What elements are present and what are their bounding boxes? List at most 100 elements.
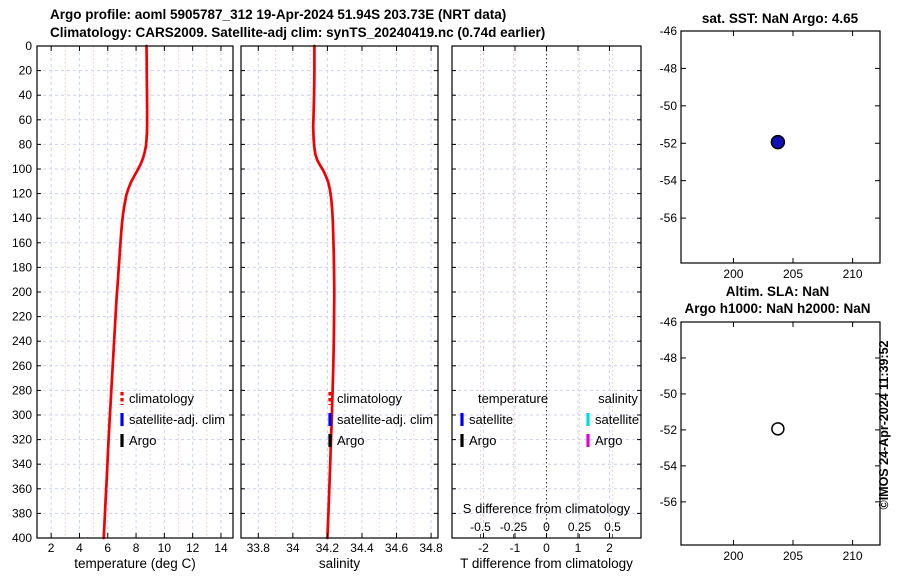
legend-item-label: climatology (337, 391, 403, 406)
legend-item-label: satellite-adj. clim (129, 412, 225, 427)
x-tick-label: 33.8 (247, 541, 271, 555)
depth-tick-label: 60 (19, 113, 33, 127)
axes (36, 45, 234, 539)
lat-tick-label: -48 (660, 61, 678, 75)
legend-group-header: salinity (598, 391, 638, 406)
depth-tick-label: 360 (12, 482, 32, 496)
depth-tick-label: 200 (12, 285, 32, 299)
title-line-2: Climatology: CARS2009. Satellite-adj cli… (50, 25, 546, 40)
x-tick-label: 8 (133, 541, 140, 555)
lat-tick-label: -50 (660, 387, 678, 401)
lat-tick-label: -54 (660, 174, 678, 188)
depth-tick-label: 180 (12, 260, 32, 274)
depth-tick-label: 280 (12, 383, 32, 397)
legend: temperature satellite Argo salinity satellit… (460, 391, 639, 448)
x-tick-label: -1 (510, 541, 521, 555)
depth-tick-label: 100 (12, 162, 32, 176)
depth-tick-label: 0 (25, 39, 32, 53)
x-tick-label: 6 (104, 541, 111, 555)
x-tick-label: 1 (575, 541, 582, 555)
legend-item-label: satellite (469, 412, 513, 427)
depth-tick-label: 320 (12, 433, 32, 447)
x-tick-label: 200 (723, 267, 743, 281)
legend-item-label: satellite (595, 412, 639, 427)
legend-item-label: Argo (337, 433, 364, 448)
x-tick-label: 34.6 (385, 541, 409, 555)
lat-tick-label: -56 (660, 211, 678, 225)
series (311, 44, 336, 540)
depth-tick-label: 400 (12, 531, 32, 545)
legend-group-header: temperature (478, 391, 548, 406)
depth-tick-label: 260 (12, 359, 32, 373)
x-tick-label: 4 (76, 541, 83, 555)
depth-tick-label: 160 (12, 236, 32, 250)
sst-map-title: sat. SST: NaN Argo: 4.65 (701, 11, 859, 26)
legend-item-label: Argo (129, 433, 156, 448)
x-tick-label: 0 (543, 541, 550, 555)
lat-tick-label: -56 (660, 495, 678, 509)
depth-tick-label: 40 (19, 88, 33, 102)
depth-tick-label: 80 (19, 137, 33, 151)
x-tick-label: 210 (843, 549, 863, 563)
x-tick-label: 12 (186, 541, 200, 555)
series (102, 44, 149, 540)
tdiff-axis-label: T difference from climatology (460, 556, 633, 571)
lat-tick-label: -50 (660, 99, 678, 113)
grid (241, 46, 438, 538)
map-sla: 200 205 210 -46 -48 -50 -52 -54 -56 (660, 315, 881, 563)
sdiff-tick-label: -0.25 (500, 520, 528, 534)
x-tick-label: 210 (843, 267, 863, 281)
x-tick-label: 34.4 (350, 541, 374, 555)
x-tick-label: -2 (478, 541, 489, 555)
imos-watermark-text: ©IMOS 24-Apr-2024 11:39:52 (877, 340, 891, 509)
temperature-axis-label: temperature (deg C) (74, 556, 196, 571)
legend-item-label: satellite-adj. clim (337, 412, 433, 427)
x-tick-label: 34 (286, 541, 300, 555)
depth-tick-label: 300 (12, 408, 32, 422)
legend-item-label: Argo (469, 433, 496, 448)
tick-labels: 2 4 6 8 10 12 14020406080100120140160180200220… (12, 39, 228, 555)
axes (451, 45, 642, 539)
depth-tick-label: 340 (12, 457, 32, 471)
title-line-1: Argo profile: aoml 5905787_312 19-Apr-20… (50, 7, 507, 22)
legend: climatology satellite-adj. clim Argo (328, 391, 433, 448)
panel-frame (680, 30, 881, 264)
x-tick-label: 2 (606, 541, 613, 555)
depth-tick-label: 20 (19, 64, 33, 78)
x-tick-label: 200 (723, 549, 743, 563)
profile-curve-climatology (102, 44, 149, 540)
sdiff-axis-label: S difference from climatology (463, 501, 631, 516)
panel-frame (680, 321, 881, 546)
lat-tick-label: -46 (660, 315, 678, 329)
sdiff-tick-label: 0 (543, 520, 550, 534)
sdiff-tick-label: 0.5 (604, 520, 621, 534)
lat-tick-label: -54 (660, 459, 678, 473)
lat-tick-label: -46 (660, 24, 678, 38)
grid (452, 46, 641, 538)
profile-curve-climatology (311, 44, 336, 540)
float-position-marker (770, 134, 786, 150)
depth-tick-label: 140 (12, 211, 32, 225)
x-tick-label: 205 (783, 267, 803, 281)
salinity-axis-label: salinity (318, 556, 361, 571)
panel-frame (451, 45, 642, 539)
lat-tick-label: -48 (660, 351, 678, 365)
x-tick-label: 14 (214, 541, 228, 555)
legend-item-label: Argo (595, 433, 622, 448)
figure-title: Argo profile: aoml 5905787_312 19-Apr-20… (50, 6, 545, 42)
sla-title-line-1: Altim. SLA: NaN (725, 284, 830, 299)
x-tick-label: 34.8 (419, 541, 443, 555)
imos-watermark: ©IMOS 24-Apr-2024 11:39:52 (877, 340, 891, 509)
x-tick-label: 205 (783, 549, 803, 563)
legend-item-label: climatology (129, 391, 195, 406)
lat-tick-label: -52 (660, 423, 678, 437)
x-tick-label: 34.2 (316, 541, 340, 555)
depth-tick-label: 220 (12, 310, 32, 324)
depth-tick-label: 240 (12, 334, 32, 348)
float-position-marker (771, 422, 785, 436)
sla-title-line-2: Argo h1000: NaN h2000: NaN (684, 301, 871, 316)
legend: climatology satellite-adj. clim Argo (120, 391, 225, 448)
depth-tick-label: 380 (12, 506, 32, 520)
sla-map-title: Altim. SLA: NaN Argo h1000: NaN h2000: N… (655, 283, 900, 317)
